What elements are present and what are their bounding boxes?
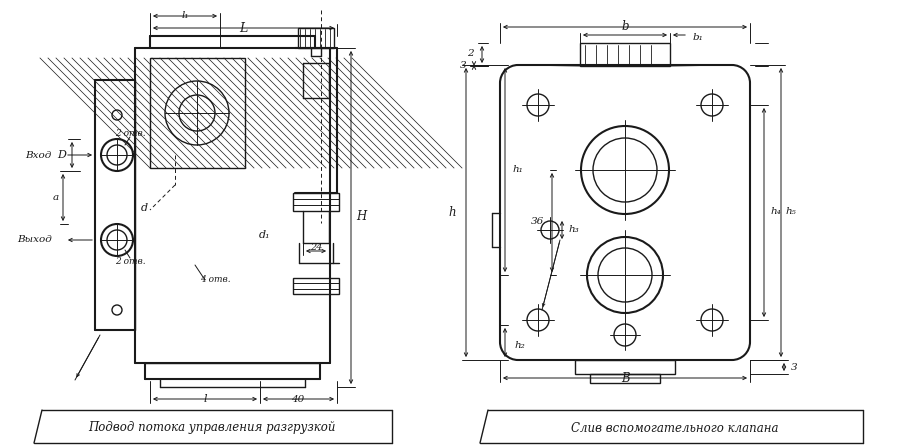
Text: l₁: l₁ xyxy=(181,12,189,21)
Text: 2 отв.: 2 отв. xyxy=(114,128,145,137)
Text: l: l xyxy=(203,394,207,404)
Text: h₂: h₂ xyxy=(515,340,526,350)
Text: 40: 40 xyxy=(292,395,304,404)
Bar xyxy=(590,374,660,383)
Text: h: h xyxy=(448,206,456,219)
Text: L: L xyxy=(238,21,248,34)
Text: Подвод потока управления разгрузкой: Подвод потока управления разгрузкой xyxy=(88,421,336,434)
Text: b₁: b₁ xyxy=(693,33,704,42)
Text: 3: 3 xyxy=(459,61,466,70)
Bar xyxy=(293,278,339,294)
Bar xyxy=(575,360,675,374)
Text: H: H xyxy=(356,211,366,223)
Text: D: D xyxy=(58,150,67,160)
Text: 3: 3 xyxy=(791,363,797,372)
Text: B: B xyxy=(621,372,629,384)
Text: h₁: h₁ xyxy=(513,165,524,174)
Text: Выход: Выход xyxy=(17,235,52,244)
Text: 4 отв.: 4 отв. xyxy=(200,276,230,285)
Text: Вход: Вход xyxy=(25,150,52,160)
Text: 24: 24 xyxy=(310,243,322,252)
Text: d₁: d₁ xyxy=(259,230,271,240)
Bar xyxy=(293,193,339,211)
Text: Слив вспомогательного клапана: Слив вспомогательного клапана xyxy=(572,421,778,434)
Text: h₄: h₄ xyxy=(770,207,781,216)
Bar xyxy=(150,58,245,168)
Text: 36: 36 xyxy=(531,218,544,227)
Bar xyxy=(150,58,245,168)
Text: d: d xyxy=(141,203,148,213)
Bar xyxy=(580,43,670,66)
Bar xyxy=(298,28,334,48)
Text: h₅: h₅ xyxy=(786,207,796,216)
Text: a: a xyxy=(53,193,59,202)
Text: 2: 2 xyxy=(467,50,474,58)
Text: 2 отв.: 2 отв. xyxy=(114,257,145,267)
Text: b: b xyxy=(621,21,629,33)
Text: h₃: h₃ xyxy=(569,226,580,235)
